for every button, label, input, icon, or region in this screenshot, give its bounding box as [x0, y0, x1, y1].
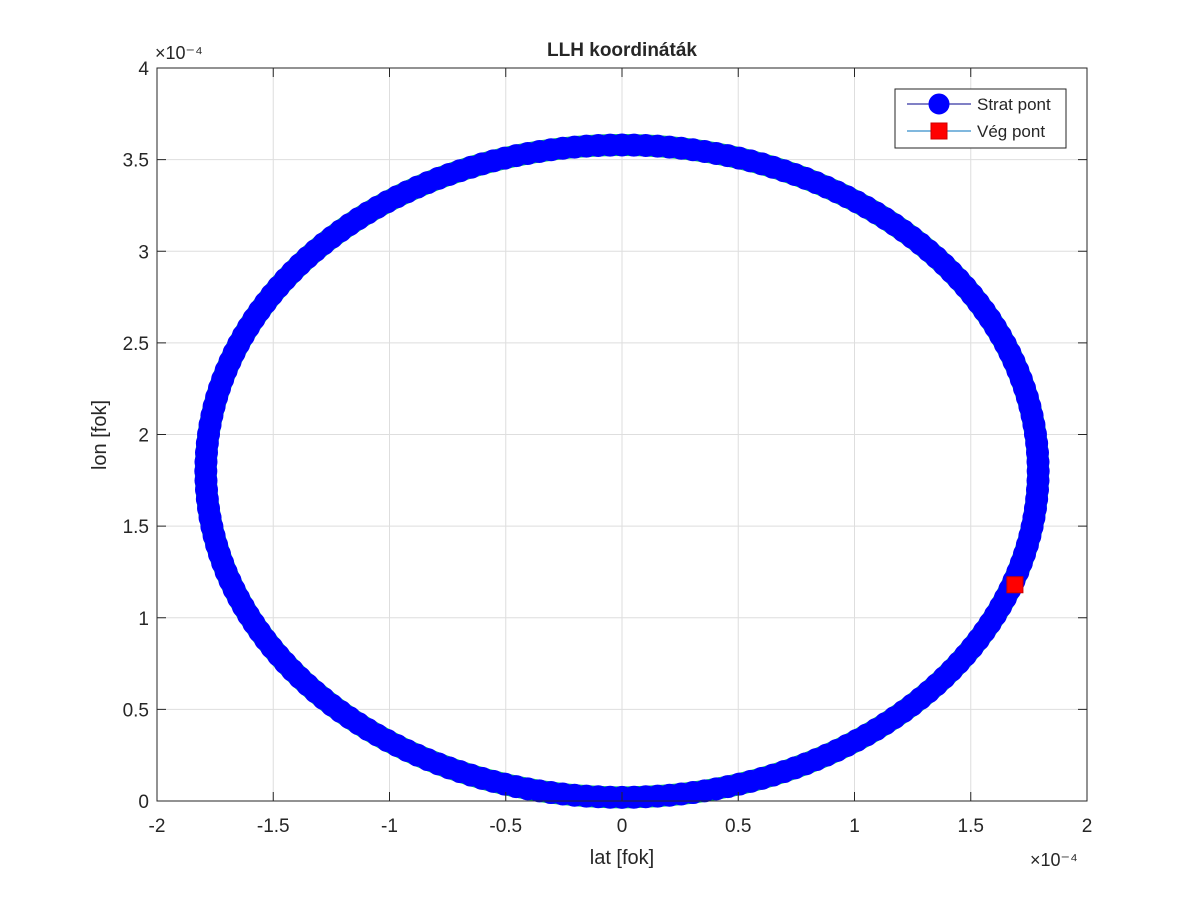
legend-box: [894, 88, 1067, 149]
x-tick-label: 1.5: [958, 816, 984, 837]
x-tick-label: -2: [149, 816, 166, 837]
y-tick-label: 4: [138, 59, 149, 80]
x-tick-label: -1.5: [257, 816, 290, 837]
legend-marker-strat: [928, 93, 950, 115]
y-axis-label: lon [fok]: [89, 400, 111, 470]
x-tick-label: -1: [381, 816, 398, 837]
legend-marker-veg: [930, 122, 948, 140]
y-tick-label: 0.5: [123, 700, 149, 721]
y-tick-label: 0: [138, 792, 149, 813]
y-tick-label: 2.5: [123, 334, 149, 355]
y-tick-label: 3.5: [123, 151, 149, 172]
axis-ticks: -2 -1.5 -1 -0.5 0 0.5 1 1.5 2 0 0.5 1 1.5 2 2.5 3 3.5 4: [123, 59, 1093, 837]
x-axis-exponent: ×10⁻⁴: [1030, 850, 1078, 870]
y-tick-label: 1: [138, 609, 149, 630]
strat-pont-markers: [194, 133, 1050, 809]
y-axis-exponent: ×10⁻⁴: [155, 43, 203, 63]
veg-pont-point: [1006, 576, 1024, 594]
y-tick-label: 1.5: [123, 517, 149, 538]
x-tick-label: -0.5: [489, 816, 522, 837]
x-tick-label: 1: [849, 816, 860, 837]
x-tick-label: 0: [617, 816, 628, 837]
x-tick-label: 2: [1082, 816, 1093, 837]
chart-title: LLH koordináták: [547, 40, 697, 61]
legend-label-strat: Strat pont: [977, 95, 1051, 114]
data-layer: [194, 133, 1050, 809]
x-axis-label: lat [fok]: [590, 847, 654, 869]
y-tick-label: 2: [138, 426, 149, 447]
y-tick-label: 3: [138, 242, 149, 263]
strat-pont-point: [1026, 468, 1050, 492]
legend-label-veg: Vég pont: [977, 122, 1045, 141]
x-tick-label: 0.5: [725, 816, 751, 837]
legend: Strat pont Vég pont: [894, 88, 1067, 149]
